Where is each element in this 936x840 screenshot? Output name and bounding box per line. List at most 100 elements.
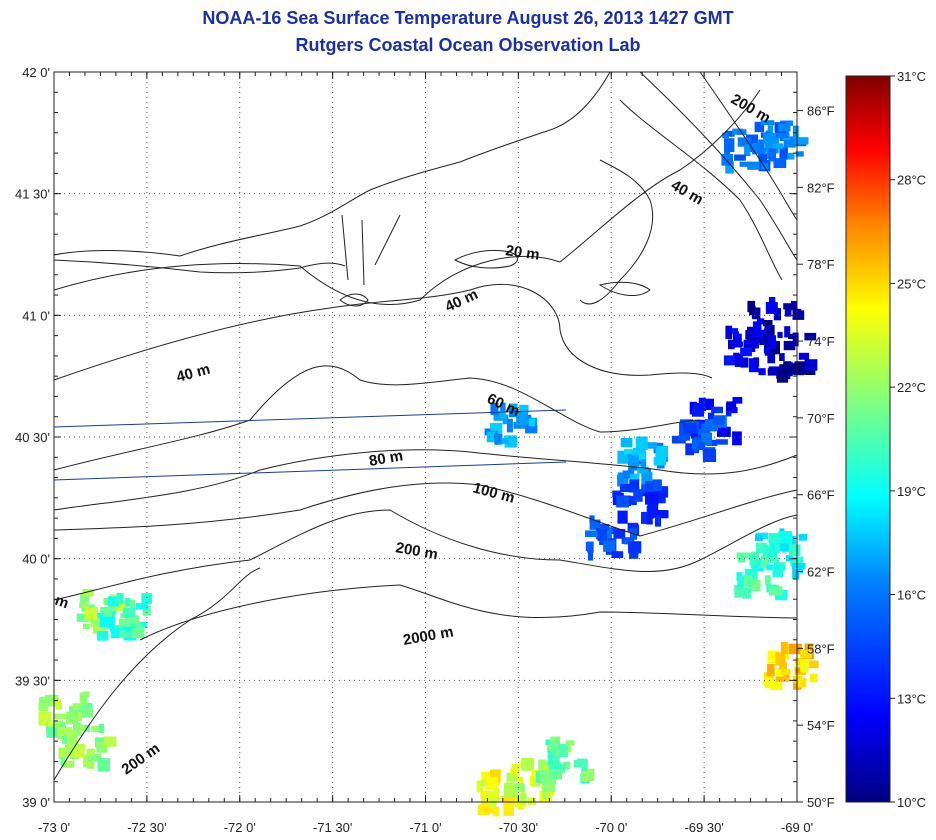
sst-pixel	[653, 456, 666, 466]
sst-pixel	[141, 593, 153, 604]
sst-pixel	[804, 359, 818, 371]
celsius-tick-label: 10°C	[897, 795, 926, 810]
sst-pixel	[539, 770, 552, 784]
sst-pixel	[514, 795, 527, 808]
latitude-labels: 42 0' 41 30' 41 0' 40 30' 40 0' 39 30' 39 0'	[15, 65, 50, 810]
sst-pixel	[494, 433, 501, 445]
sst-pixel	[611, 551, 624, 559]
sst-pixel	[637, 466, 649, 474]
map-frame	[53, 71, 798, 803]
sst-pixel	[783, 136, 796, 148]
sst-pixel	[725, 325, 733, 340]
sst-pixel	[744, 144, 751, 156]
sst-pixel	[503, 803, 514, 816]
sst-pixel	[549, 762, 562, 772]
sst-pixel	[779, 364, 793, 373]
sst-pixel	[506, 418, 513, 433]
sst-pixel	[142, 606, 151, 616]
celsius-tick-label: 28°C	[897, 173, 926, 188]
lon-tick-label: -72 0'	[224, 820, 256, 835]
lon-tick-label: -71 0'	[409, 820, 441, 835]
sst-pixel	[52, 720, 63, 726]
sst-pixel	[717, 426, 731, 437]
sst-pixel	[628, 455, 639, 468]
sst-pixel	[779, 662, 787, 673]
sst-pixel	[775, 652, 786, 666]
sst-pixel	[764, 575, 771, 586]
sst-pixel	[550, 736, 560, 744]
fahrenheit-tick-label: 62°F	[807, 565, 835, 580]
sst-pixel	[734, 584, 744, 598]
sst-pixel	[794, 361, 808, 375]
fahrenheit-tick-label: 50°F	[807, 795, 835, 810]
sst-pixel	[97, 758, 110, 772]
sst-pixel	[645, 491, 659, 505]
lat-tick-label: 41 30'	[15, 187, 50, 202]
sst-pixel	[122, 607, 136, 617]
sst-patch	[617, 436, 669, 487]
contour-label: 40 m	[668, 177, 706, 209]
sst-pixel	[758, 139, 765, 154]
sst-pixel	[779, 146, 788, 160]
sst-pixel	[721, 154, 733, 166]
colorbar	[845, 75, 891, 803]
sst-pixel	[768, 335, 776, 349]
sst-pixel	[755, 542, 767, 553]
track-line-upper	[53, 409, 567, 428]
sst-pixel	[683, 423, 697, 434]
sst-pixel	[480, 790, 486, 799]
sst-pixel	[647, 501, 659, 516]
sst-pixel	[516, 776, 524, 784]
sst-pixel	[484, 806, 494, 814]
lon-tick-label: -69 0'	[781, 820, 813, 835]
fahrenheit-tick-label: 78°F	[807, 257, 835, 272]
sst-pixel	[86, 748, 95, 756]
celsius-tick-label: 13°C	[897, 691, 926, 706]
sst-pixel	[489, 798, 497, 809]
lat-tick-label: 40 30'	[15, 430, 50, 445]
lat-tick-label: 39 30'	[15, 673, 50, 688]
sst-pixel	[515, 783, 525, 792]
sst-pixel	[624, 537, 633, 545]
coastline-nantucket	[598, 281, 651, 296]
sst-pixel	[553, 755, 560, 769]
sst-data-layer	[38, 120, 819, 817]
contour-40m-upper	[619, 99, 783, 281]
sst-pixel	[692, 407, 705, 417]
sst-pixel	[655, 446, 668, 457]
sst-pixel	[485, 777, 498, 790]
sst-pixel	[743, 575, 753, 587]
sst-pixel	[736, 552, 750, 559]
sst-pixel	[800, 649, 812, 659]
sst-pixel	[493, 807, 500, 817]
sst-pixel	[589, 519, 601, 530]
sst-pixel	[692, 447, 700, 454]
sst-patch	[671, 415, 728, 462]
sst-pixel	[547, 755, 554, 765]
contour-label: 100 m	[471, 479, 516, 506]
sst-pixel	[770, 679, 783, 691]
sst-pixel	[722, 132, 729, 139]
sst-pixel	[795, 137, 809, 145]
sst-pixel	[74, 743, 85, 752]
sst-pixel	[693, 402, 702, 411]
sst-pixel	[740, 347, 752, 357]
fahrenheit-tick-label: 86°F	[807, 104, 835, 119]
sst-pixel	[640, 459, 647, 469]
sst-pixel	[629, 479, 640, 493]
celsius-labels: 31°C 28°C 25°C 22°C 19°C 16°C 13°C 10°C	[890, 69, 926, 810]
contour-100m	[53, 482, 798, 537]
sst-pixel	[656, 510, 667, 519]
contour-label: 200 m	[394, 539, 439, 563]
sst-pixel	[62, 735, 68, 745]
sst-pixel	[792, 125, 799, 139]
lon-tick-label: -72 30'	[127, 820, 166, 835]
sst-pixel	[76, 613, 88, 622]
map-subtitle: Rutgers Coastal Ocean Observation Lab	[295, 35, 641, 55]
sst-pixel	[808, 660, 819, 669]
sst-patch	[755, 528, 808, 580]
sst-pixel	[53, 713, 67, 719]
sst-pixel	[124, 598, 131, 607]
sst-pixel	[732, 397, 743, 404]
